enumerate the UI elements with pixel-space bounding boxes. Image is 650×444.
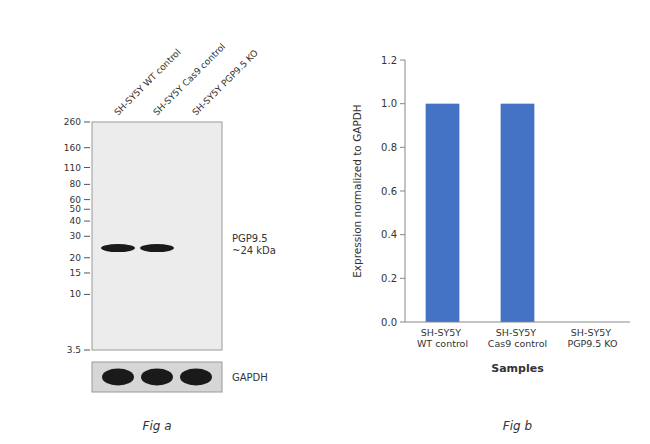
mw-label: 10 xyxy=(70,289,82,299)
mw-tick xyxy=(84,257,90,258)
y-tick xyxy=(400,191,405,192)
loading-band xyxy=(180,369,212,386)
mw-label: 3.5 xyxy=(67,345,81,355)
y-tick xyxy=(400,234,405,235)
lane-label: SH-SY5Y Cas9 control xyxy=(151,42,227,118)
bar xyxy=(426,104,460,322)
bar-panel: 0.0 0.2 0.4 0.6 0.8 1.0 1.2 SH-SY5Y WT control S… xyxy=(351,55,630,434)
mw-label: 20 xyxy=(70,253,82,263)
bars xyxy=(426,104,535,322)
mw-label: 160 xyxy=(64,143,81,153)
x-tick-label: SH-SY5Y PGP9.5 KO xyxy=(567,327,617,349)
x-tick-label: SH-SY5Y WT control xyxy=(417,327,468,349)
y-tick xyxy=(400,147,405,148)
mw-label: 60 xyxy=(70,195,82,205)
panel-label: GAPDH xyxy=(232,372,268,383)
y-tick-label: 0.4 xyxy=(381,229,397,240)
x-axis xyxy=(405,322,630,323)
lane-label: SH-SY5Y PGP9.5 KO xyxy=(190,48,260,118)
mw-tick xyxy=(84,147,90,148)
mw-tick xyxy=(84,199,90,200)
gel-upper xyxy=(92,122,222,350)
mw-tick xyxy=(84,184,90,185)
y-tick-label: 1.2 xyxy=(381,55,397,66)
y-tick xyxy=(400,60,405,61)
loading-band xyxy=(141,369,173,386)
y-tick-label: 0.0 xyxy=(381,317,397,328)
y-tick xyxy=(400,278,405,279)
y-tick xyxy=(400,103,405,104)
lane-label: SH-SY5Y WT control xyxy=(112,47,182,117)
mw-tick xyxy=(84,294,90,295)
y-axis-label: Expression normalized to GAPDH xyxy=(351,104,363,278)
mw-tick xyxy=(84,350,90,351)
mw-label: 80 xyxy=(70,179,82,189)
bands xyxy=(101,244,174,252)
mw-label: 50 xyxy=(70,204,82,214)
band xyxy=(140,244,174,252)
loading-band xyxy=(102,369,134,386)
y-tick-label: 0.2 xyxy=(381,273,397,284)
mw-label: 40 xyxy=(70,216,82,226)
mw-label: 110 xyxy=(64,163,81,173)
x-axis-label: Samples xyxy=(491,362,544,375)
y-tick-label: 0.8 xyxy=(381,142,397,153)
y-tick xyxy=(400,322,405,323)
mw-tick xyxy=(84,122,90,123)
blot-panel: 260 160 110 80 6050 40 30 20 15 10 3.5 SH-SY5Y WT c… xyxy=(64,42,276,433)
mw-label: 260 xyxy=(64,117,81,127)
mw-tick xyxy=(84,272,90,273)
mw-tick xyxy=(84,167,90,168)
x-tick-label: SH-SY5Y Cas9 control xyxy=(488,327,547,349)
mw-tick xyxy=(84,236,90,237)
y-tick-label: 1.0 xyxy=(381,98,397,109)
band-label: PGP9.5~24 kDa xyxy=(232,233,276,257)
mw-label: 30 xyxy=(70,231,82,241)
mw-tick xyxy=(84,209,90,210)
y-axis xyxy=(405,60,406,322)
mw-label: 15 xyxy=(70,268,81,278)
gel-lower xyxy=(92,362,222,392)
caption: Fig a xyxy=(142,419,171,433)
bar xyxy=(501,104,535,322)
caption: Fig b xyxy=(503,419,533,433)
mw-tick xyxy=(84,221,90,222)
figure: 260 160 110 80 6050 40 30 20 15 10 3.5 SH-SY5Y WT c… xyxy=(0,0,650,444)
y-tick-label: 0.6 xyxy=(381,186,397,197)
band xyxy=(101,244,135,252)
